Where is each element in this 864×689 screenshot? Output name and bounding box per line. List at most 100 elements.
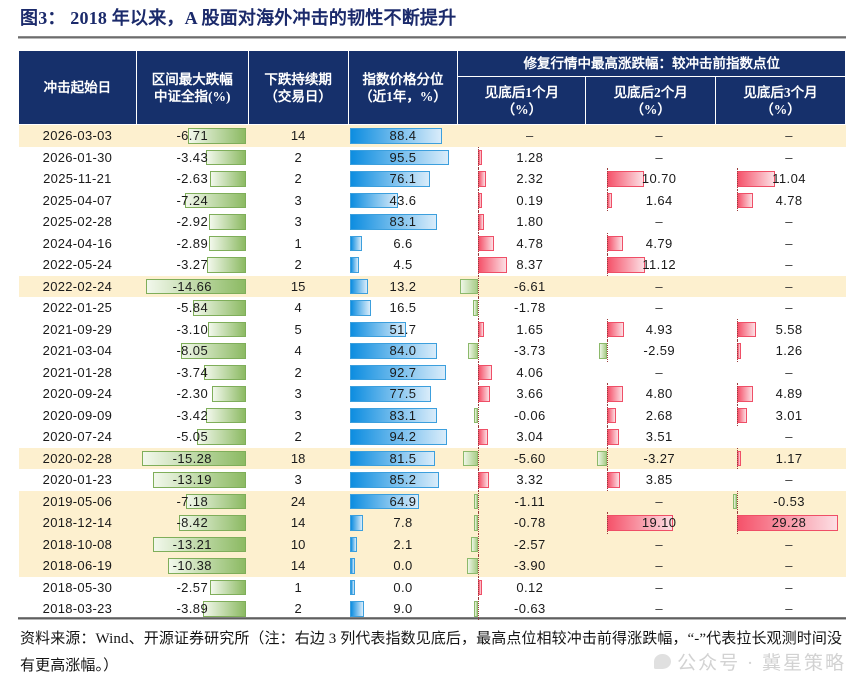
cell-duration: 2 xyxy=(294,171,302,186)
col-header-month3: 见底后3个月 （%） xyxy=(715,76,846,125)
cell-date: 2020-01-23 xyxy=(42,472,113,487)
col-header-month1-line2: （%） xyxy=(501,101,543,117)
cell-drawdown: -3.89 xyxy=(136,598,248,620)
percentile-bar xyxy=(350,257,360,273)
drawdown-value: -13.21 xyxy=(172,536,212,552)
drawdown-bar xyxy=(179,515,247,531)
percentile-bar xyxy=(350,364,446,380)
cell-percentile: 64.9 xyxy=(348,490,458,512)
cell-percentile: 0.0 xyxy=(348,555,458,577)
cell-recovery-m3: – xyxy=(715,555,846,577)
recovery-value: – xyxy=(655,214,663,229)
cell-recovery-m1: 3.04 xyxy=(458,426,586,448)
cell-percentile: 6.6 xyxy=(348,233,458,255)
cell-duration: 3 xyxy=(294,472,302,487)
cell-date: 2018-05-30 xyxy=(42,579,113,595)
cell-duration: 2 xyxy=(294,429,302,444)
col-header-month3-line1: 见底后3个月 xyxy=(743,84,818,100)
recovery-value: – xyxy=(785,558,793,573)
cell-percentile: 13.2 xyxy=(348,275,458,297)
zero-axis xyxy=(477,361,479,383)
percentile-bar xyxy=(350,149,449,165)
col-header-month1-line1: 见底后1个月 xyxy=(484,84,559,100)
cell-recovery-m2: 3.85 xyxy=(586,469,716,491)
cell-date: 2021-03-04 xyxy=(42,343,113,358)
recovery-value: – xyxy=(526,128,534,143)
drawdown-bar xyxy=(192,300,247,316)
recovery-value: – xyxy=(655,558,663,573)
cell-drawdown: -8.05 xyxy=(136,340,248,362)
source-note: 资料来源：Wind、开源证券研究所（注：右边 3 列代表指数见底后，最高点位相较… xyxy=(20,631,843,674)
col-header-days: 下跌持续期 （交易日） xyxy=(247,50,349,125)
drawdown-value: -5.84 xyxy=(176,300,209,315)
table-row: 2020-09-24 -2.30 3 77.5 3.66 4.80 4.89 xyxy=(19,383,846,405)
cell-recovery-m2: – xyxy=(585,124,716,147)
recovery-value: -2.59 xyxy=(643,343,675,358)
table-row: 2025-04-07 -7.24 3 43.6 0.19 1.64 4.78 xyxy=(19,189,846,211)
recovery-value: 1.17 xyxy=(775,450,803,466)
cell-drawdown: -2.63 xyxy=(136,168,248,190)
col-header-date: 冲击起始日 xyxy=(18,50,137,125)
drawdown-bar xyxy=(210,579,247,595)
drawdown-bar xyxy=(207,321,247,337)
table-row: 2020-09-09 -3.42 3 83.1 -0.06 2.68 3.01 xyxy=(19,404,846,426)
percentile-bar xyxy=(350,558,356,574)
cell-percentile: 77.5 xyxy=(348,383,458,405)
recovery-value: 2.32 xyxy=(516,171,544,186)
zero-axis xyxy=(477,576,479,598)
table-row: 2019-05-06 -7.18 24 64.9 -1.11 – -0.53 xyxy=(18,490,846,512)
table-row: 2018-06-19 -10.38 14 0.0 -3.90 – – xyxy=(18,555,846,577)
drawdown-bar xyxy=(185,493,247,509)
zero-axis xyxy=(736,490,738,512)
percentile-value: 16.5 xyxy=(389,300,417,315)
cell-recovery-m3: – xyxy=(715,124,846,147)
drawdown-bar xyxy=(188,128,247,144)
chat-bubble-icon xyxy=(654,654,672,669)
percentile-bar xyxy=(350,300,372,316)
recovery-value: 1.28 xyxy=(516,149,544,165)
cell-drawdown: -15.28 xyxy=(136,447,249,469)
cell-recovery-m1: -0.06 xyxy=(458,404,586,426)
cell-recovery-m1: -6.61 xyxy=(457,275,586,297)
recovery-value: 4.89 xyxy=(775,386,803,401)
drawdown-bar xyxy=(142,450,247,466)
recovery-bar xyxy=(470,536,478,552)
percentile-value: 64.9 xyxy=(389,493,417,509)
page-title: 图3： 2018 年以来，A 股面对海外冲击的韧性不断提升 xyxy=(20,8,457,28)
drawdown-value: -3.10 xyxy=(176,321,209,337)
recovery-value: 5.58 xyxy=(775,321,803,337)
cell-date: 2020-07-24 xyxy=(42,429,113,444)
zero-axis xyxy=(606,189,608,211)
percentile-bar xyxy=(350,472,439,488)
cell-recovery-m2: – xyxy=(586,577,716,599)
cell-percentile: 51.7 xyxy=(348,319,458,341)
percentile-bar xyxy=(350,321,406,337)
cell-duration: 2 xyxy=(294,149,302,165)
drawdown-value: -3.43 xyxy=(176,149,209,165)
cell-recovery-m2: – xyxy=(585,275,716,297)
cell-duration: 5 xyxy=(294,321,302,337)
recovery-bar xyxy=(467,343,478,359)
recovery-value: 10.70 xyxy=(641,171,677,186)
percentile-value: 76.1 xyxy=(389,171,417,186)
cell-drawdown: -8.42 xyxy=(136,512,249,534)
cell-recovery-m1: 4.78 xyxy=(458,232,586,254)
cell-recovery-m3: – xyxy=(716,297,846,319)
percentile-value: 92.7 xyxy=(389,364,417,380)
cell-recovery-m2: – xyxy=(585,490,716,512)
cell-duration: 15 xyxy=(248,275,349,297)
recovery-value: -3.27 xyxy=(643,450,675,466)
cell-duration: 3 xyxy=(294,386,302,401)
drawdown-bar xyxy=(181,343,247,359)
recovery-bar xyxy=(473,407,478,423)
recovery-bar xyxy=(459,278,478,294)
zero-axis xyxy=(736,318,738,340)
percentile-bar xyxy=(350,407,437,423)
cell-recovery-m2: 19.10 xyxy=(585,512,716,534)
table-row: 2020-01-23 -13.19 3 85.2 3.32 3.85 – xyxy=(19,469,846,491)
table-row: 2020-02-28 -15.28 18 81.5 -5.60 -3.27 1.17 xyxy=(18,447,846,469)
recovery-value: -1.78 xyxy=(514,300,546,315)
recovery-value: -0.63 xyxy=(514,601,546,616)
col-header-recovery-group: 修复行情中最高涨跌幅：较冲击前指数点位 xyxy=(457,50,846,77)
zero-axis xyxy=(477,318,479,340)
